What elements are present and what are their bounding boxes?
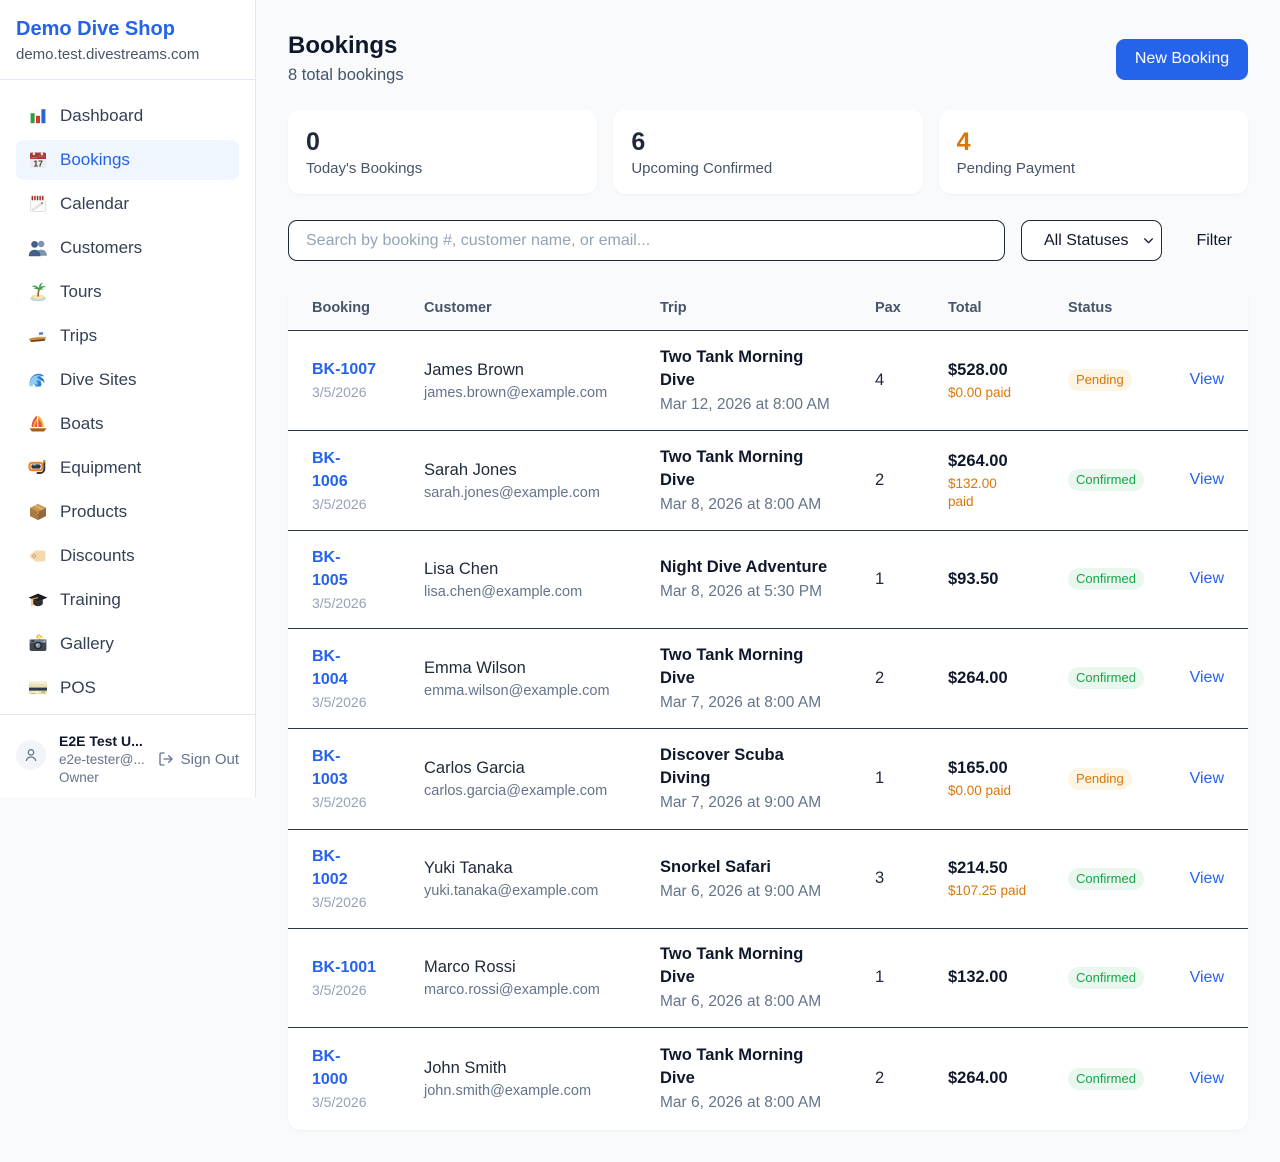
svg-text:17: 17 [33,158,43,168]
